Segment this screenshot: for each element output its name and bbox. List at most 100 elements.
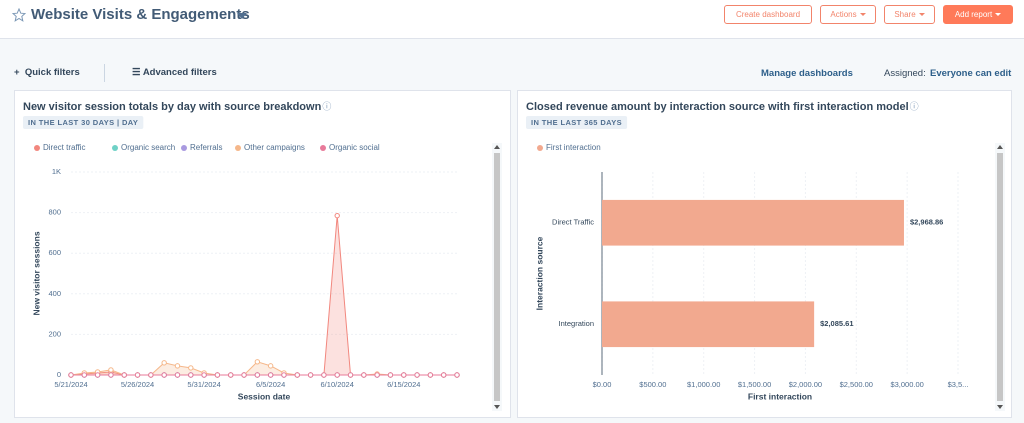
data-point [414,372,420,378]
chart: Closed revenue amount by interaction sou… [526,101,1005,411]
quick-filters[interactable]: + Quick filters [14,67,80,78]
y-tick-label: 200 [48,329,61,338]
data-label: $2,085.61 [820,319,853,328]
date-range-text: IN THE LAST 365 DAYS [531,118,622,127]
star-icon[interactable] [12,8,26,22]
quick-filters-label: Quick filters [24,67,80,78]
scrollbar-thumb[interactable] [494,153,500,401]
date-range-text: IN THE LAST 30 DAYS | DAY [28,118,138,127]
legend-label: Organic search [121,143,175,152]
report-card: New visitor session totals by day with s… [14,90,511,418]
legend-label: Referrals [190,143,222,152]
legend-label: Organic social [329,143,380,152]
data-point [148,372,154,378]
advanced-filters[interactable]: ☰ Advanced filters [132,67,217,78]
data-point [161,360,167,366]
data-point [334,372,340,378]
button-label: Create dashboard [735,10,801,19]
legend-marker [537,145,543,151]
add-report-button[interactable]: Add report [943,5,1013,24]
data-label: $2,968.86 [910,218,943,227]
legend-label: Direct traffic [43,143,86,152]
legend-label: Other campaigns [244,143,305,152]
assigned-label: Assigned: [884,68,926,79]
y-tick-label: 0 [57,370,61,379]
x-tick-label: $2,000.00 [789,380,822,389]
data-point [161,372,167,378]
legend-marker [235,145,241,151]
data-point [108,367,114,373]
data-point [321,372,327,378]
bar [602,199,904,246]
scroll-up [494,145,500,149]
scroll-up [997,145,1003,149]
x-axis-label: Session date [238,391,291,401]
data-point [121,372,127,378]
y-tick-label: Integration [559,319,594,328]
button-label: Share [894,10,916,19]
data-point [134,372,141,378]
button-label: Add report [954,10,993,19]
data-point [81,372,88,378]
data-point [254,359,261,365]
advanced-filters-label: Advanced filters [142,67,217,78]
title-caret[interactable] [236,12,248,20]
actions-button[interactable]: Actions [820,5,876,24]
data-point [454,372,460,378]
data-point [267,363,274,369]
data-point [387,372,394,378]
data-point [427,372,434,378]
data-point [361,372,367,378]
divider [104,64,105,82]
data-point [174,372,181,378]
y-tick-label: 400 [48,289,61,298]
legend-label: First interaction [546,143,601,152]
data-point [174,363,181,369]
data-point [307,372,314,378]
info-icon: ⓘ [322,101,331,111]
data-point [254,372,261,378]
y-tick-label: 600 [48,248,61,257]
x-tick-label: $1,000.00 [687,380,720,389]
data-point [281,372,287,378]
legend-marker [34,145,40,151]
data-point [374,372,380,378]
assigned-value[interactable]: Everyone can edit [930,68,1012,79]
date-range-tag [23,116,144,129]
data-point [68,372,74,378]
data-point [188,372,194,378]
x-tick-label: $1,500.00 [738,380,771,389]
bar [602,301,815,348]
data-point [440,372,447,378]
data-point [294,372,300,378]
x-tick-label: 6/15/2024 [387,380,420,389]
data-point [201,372,207,378]
series-area [71,361,457,375]
share-button[interactable]: Share [884,5,935,24]
y-axis-label: New visitor sessions [31,231,41,315]
create-dashboard-button[interactable]: Create dashboard [724,5,812,24]
x-tick-label: $500.00 [639,380,666,389]
scroll-down [997,405,1003,409]
legend-marker [181,145,187,151]
x-tick-label: $3,000.00 [890,380,923,389]
series-area [71,215,457,375]
data-point [228,372,234,378]
date-range-tag [526,116,628,129]
y-tick-label: Direct Traffic [552,218,594,227]
dashboard-title[interactable]: Website Visits & Engagements [31,6,250,23]
y-tick-label: 800 [48,208,61,217]
report-title: New visitor session totals by day with s… [23,101,322,113]
x-tick-label: 6/5/2024 [256,380,285,389]
scroll-down [494,405,500,409]
x-tick-label: $3,5... [948,380,969,389]
data-point [94,372,101,378]
top-bar: Website Visits & Engagements Create dash… [0,0,1024,39]
y-tick-label: 1K [52,167,61,176]
info-icon: ⓘ [910,101,919,111]
manage-dashboards[interactable]: Manage dashboards [761,68,853,79]
scrollbar-thumb[interactable] [997,153,1003,401]
legend-marker [112,145,118,151]
x-tick-label: $2,500.00 [840,380,873,389]
